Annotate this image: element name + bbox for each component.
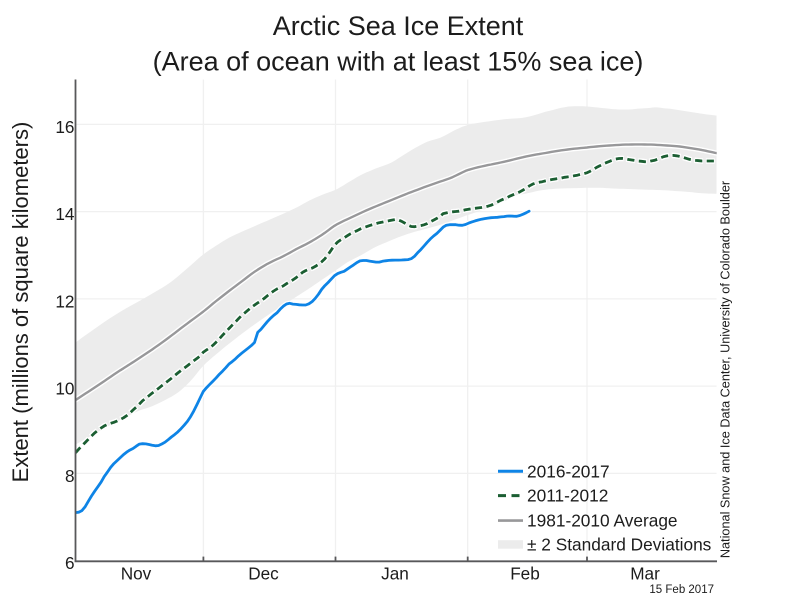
svg-text:15 Feb 2017: 15 Feb 2017 xyxy=(649,584,714,596)
svg-text:(Area of ocean with at least 1: (Area of ocean with at least 15% sea ice… xyxy=(153,47,644,77)
svg-text:Arctic Sea Ice Extent: Arctic Sea Ice Extent xyxy=(273,11,524,41)
svg-text:Nov: Nov xyxy=(121,564,152,584)
svg-text:Jan: Jan xyxy=(381,564,409,584)
svg-text:Extent (millions of square kil: Extent (millions of square kilometers) xyxy=(8,122,33,483)
svg-text:National Snow and Ice Data Cen: National Snow and Ice Data Center, Unive… xyxy=(719,180,733,558)
svg-text:6: 6 xyxy=(65,553,75,573)
svg-text:8: 8 xyxy=(65,466,75,486)
svg-text:1981-2010 Average: 1981-2010 Average xyxy=(527,511,678,531)
svg-text:2016-2017: 2016-2017 xyxy=(527,461,610,481)
svg-text:2011-2012: 2011-2012 xyxy=(527,486,608,506)
svg-text:± 2 Standard Deviations: ± 2 Standard Deviations xyxy=(527,535,712,555)
svg-text:10: 10 xyxy=(55,379,74,399)
svg-text:12: 12 xyxy=(55,291,74,311)
svg-text:14: 14 xyxy=(55,204,75,224)
svg-text:Dec: Dec xyxy=(248,564,279,584)
svg-text:16: 16 xyxy=(55,117,74,137)
svg-text:Mar: Mar xyxy=(630,564,660,584)
svg-text:Feb: Feb xyxy=(510,564,540,584)
